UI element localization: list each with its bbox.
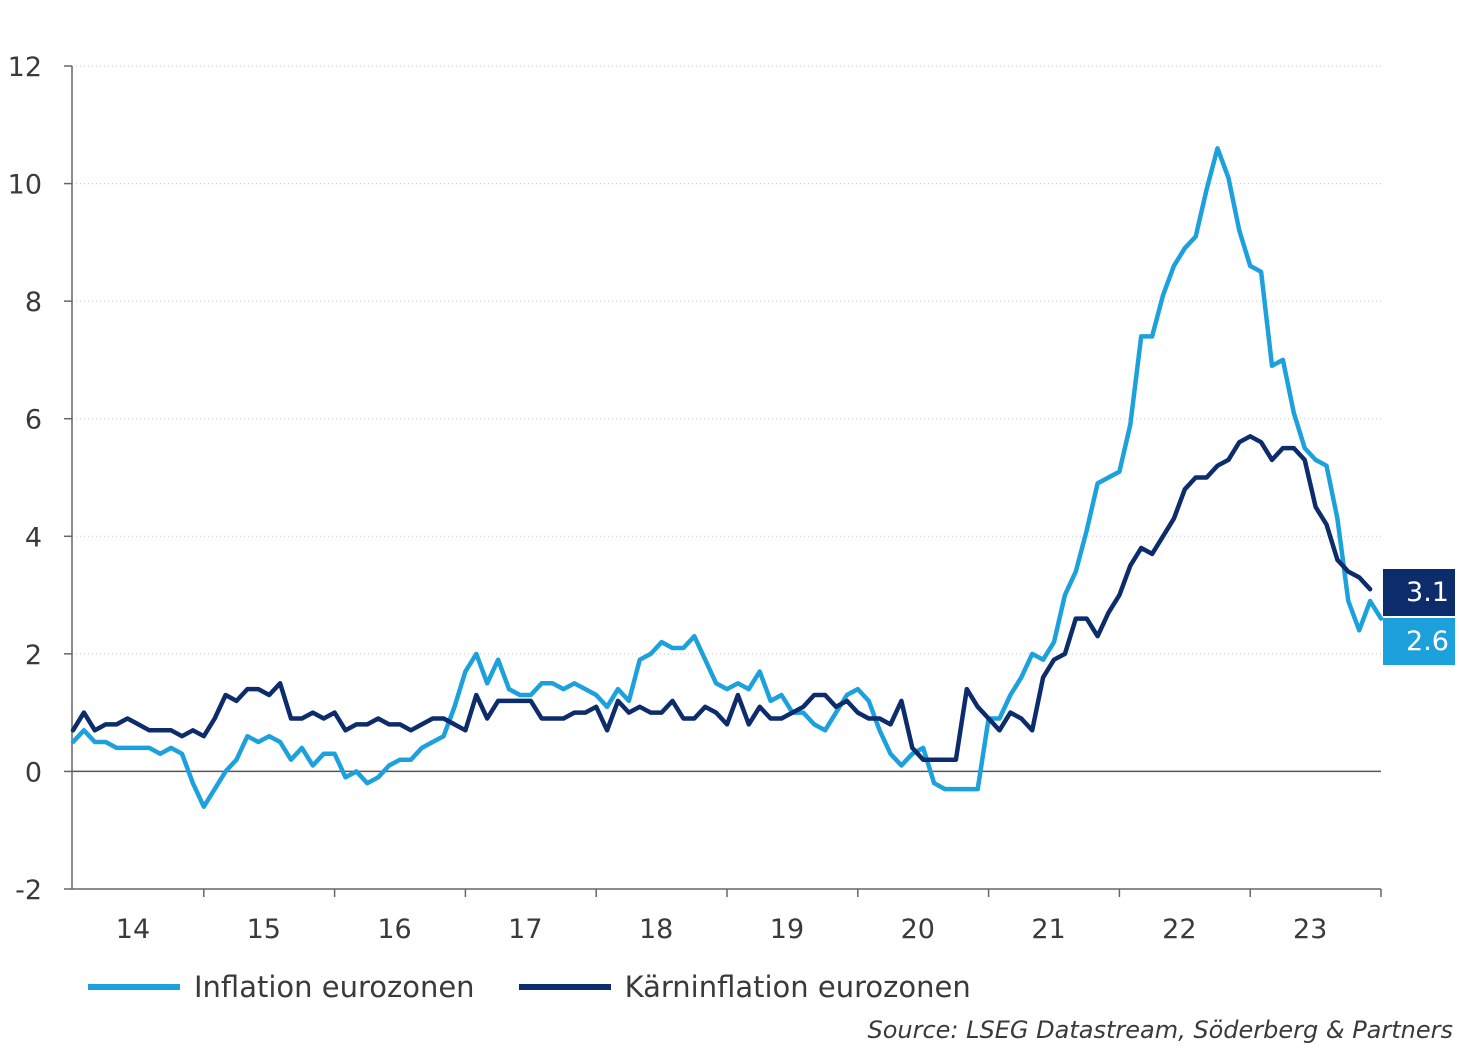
series-line-core (70, 434, 1373, 762)
y-tick-label: 10 (8, 170, 42, 201)
source-note: Source: LSEG Datastream, Söderberg & Par… (867, 1016, 1453, 1044)
legend: Inflation eurozonen Kärninflation eurozo… (88, 962, 1015, 1012)
x-tick-label: 23 (1293, 914, 1327, 945)
legend-swatch-inflation (88, 984, 180, 990)
end-label-inflation: 2.6 (1383, 618, 1455, 665)
x-tick-label: 17 (508, 914, 542, 945)
series-line-inflation (70, 146, 1384, 809)
y-tick-label: 2 (25, 640, 42, 671)
legend-item-inflation: Inflation eurozonen (88, 970, 475, 1004)
gridlines (72, 65, 1381, 773)
legend-label-inflation: Inflation eurozonen (194, 970, 475, 1004)
x-axis: 14 15 16 17 18 19 20 21 22 23 (72, 888, 1382, 945)
legend-item-core: Kärninflation eurozonen (518, 970, 971, 1004)
legend-label-core: Kärninflation eurozonen (624, 970, 971, 1004)
x-tick-label: 19 (770, 914, 804, 945)
y-tick-label: -2 (15, 875, 42, 906)
y-tick-label: 12 (8, 52, 42, 83)
x-tick-label: 22 (1162, 914, 1196, 945)
y-tick-label: 8 (25, 287, 42, 318)
y-axis: -2 0 2 4 6 8 10 12 (8, 52, 73, 906)
y-tick-label: 4 (25, 522, 42, 553)
y-tick-label: 6 (25, 405, 42, 436)
x-tick-label: 16 (377, 914, 411, 945)
end-label-core: 3.1 (1383, 569, 1455, 616)
x-tick-label: 21 (1031, 914, 1065, 945)
legend-swatch-core (518, 984, 611, 990)
series-lines (70, 146, 1384, 809)
x-tick-label: 15 (247, 914, 281, 945)
x-tick-label: 14 (116, 914, 150, 945)
x-tick-label: 20 (901, 914, 935, 945)
y-tick-label: 0 (25, 757, 42, 788)
x-tick-label: 18 (639, 914, 673, 945)
